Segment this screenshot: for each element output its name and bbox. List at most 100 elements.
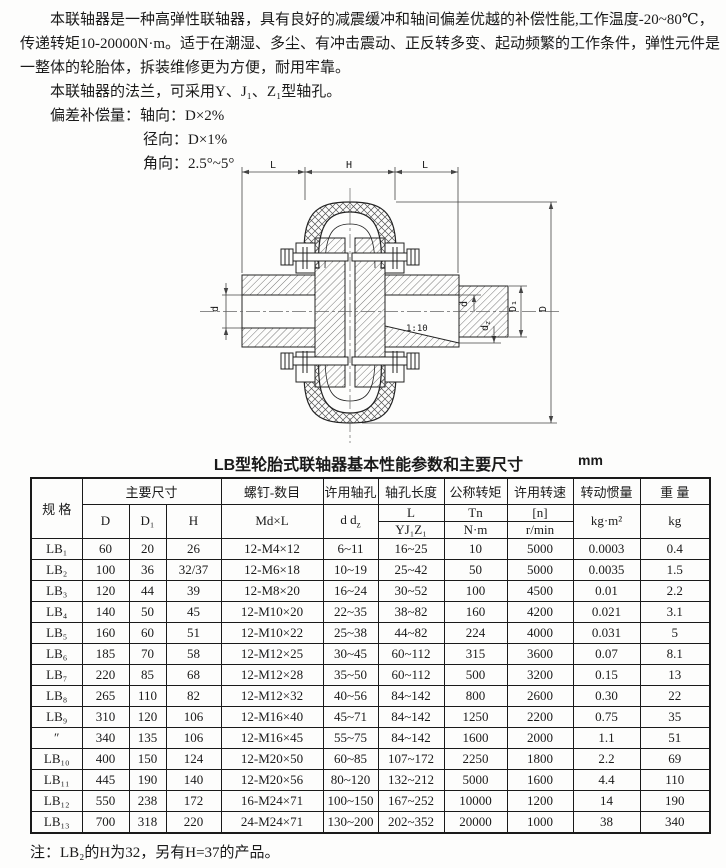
table-title: LB型轮胎式联轴器基本性能参数和主要尺寸 <box>213 457 524 474</box>
table-cell: 4500 <box>506 579 574 602</box>
table-cell: 185 <box>81 642 130 665</box>
center-lines <box>200 188 560 443</box>
dim-label-h: H <box>346 160 352 171</box>
table-cell: 6~11 <box>322 537 379 560</box>
table-cell: 22 <box>639 684 711 707</box>
table-cell: 220 <box>165 810 222 833</box>
table-cell: 50 <box>443 558 508 581</box>
table-cell: 1600 <box>443 726 508 749</box>
table-cell: 35~50 <box>322 663 379 686</box>
table-cell: 1600 <box>506 768 574 791</box>
table-cell: 45 <box>165 600 222 623</box>
table-cell: LB₁₀ <box>30 747 83 770</box>
table-cell: 30~52 <box>377 579 445 602</box>
table-cell: 190 <box>639 789 711 812</box>
table-cell: 238 <box>128 789 167 812</box>
table-cell: 40~56 <box>322 684 379 707</box>
table-unit: mm <box>578 452 603 468</box>
table-cell: 1250 <box>443 705 508 728</box>
table-cell: 130~200 <box>322 810 379 833</box>
table-cell: 12-M6×18 <box>220 558 324 581</box>
table-cell: 0.75 <box>572 705 641 728</box>
table-cell: 120 <box>81 579 130 602</box>
taper-label: 1:10 <box>406 324 428 334</box>
table-cell: 10 <box>443 537 508 560</box>
table-cell: 26 <box>165 537 222 560</box>
header-speed-unit: r/min <box>506 520 574 539</box>
table-cell: 100 <box>81 558 130 581</box>
table-cell: 12-M20×50 <box>220 747 324 770</box>
table-cell: 68 <box>165 663 222 686</box>
table-cell: 12-M4×12 <box>220 537 324 560</box>
table-cell: 24-M24×71 <box>220 810 324 833</box>
table-cell: 85 <box>128 663 167 686</box>
table-cell: 1.1 <box>572 726 641 749</box>
table-cell: LB₈ <box>30 684 83 707</box>
table-cell: 3600 <box>506 642 574 665</box>
table-cell: 140 <box>165 768 222 791</box>
table-cell: 60~112 <box>377 642 445 665</box>
table-cell: 22~35 <box>322 600 379 623</box>
table-cell: 51 <box>165 621 222 644</box>
table-cell: 160 <box>81 621 130 644</box>
header-bore-len-yjz: YJ₁Z₁ <box>377 520 445 539</box>
table-cell: LB₇ <box>30 663 83 686</box>
intro-line: 本联轴器的法兰，可采用Y、J₁、Z₁型轴孔。 <box>50 84 342 100</box>
table-cell: 106 <box>165 726 222 749</box>
table-row: ″ 340 135 106 12-M16×45 55~75 84~142 1600 2000 1.… <box>30 726 711 749</box>
table-cell: 100~150 <box>322 789 379 812</box>
table-cell: 45~71 <box>322 705 379 728</box>
bolts <box>280 247 420 373</box>
table-cell: 39 <box>165 579 222 602</box>
header-bore-len: 轴孔长度 <box>377 477 445 505</box>
table-row: LB₁ 60 20 26 12-M4×12 6~11 16~25 10 5000 0.0003 0.… <box>30 537 711 560</box>
dim-label-d-right: d <box>459 301 470 307</box>
table-row: LB₄ 140 50 45 12-M10×20 22~35 38~82 160 4200 0.02… <box>30 600 711 623</box>
table-cell: LB₃ <box>30 579 83 602</box>
table-cell: 44~82 <box>377 621 445 644</box>
table-cell: 700 <box>81 810 130 833</box>
table-cell: 38 <box>572 810 641 833</box>
intro-text: 本联轴器是一种高弹性联轴器，具有良好的减震缓冲和轴间偏差优越的补偿性能,工作温度… <box>20 8 722 176</box>
table-row: LB₅ 160 60 51 12-M10×22 25~38 44~82 224 4000 0.03… <box>30 621 711 644</box>
table-cell: 84~142 <box>377 705 445 728</box>
table-row: LB₂ 100 36 32/37 12-M6×18 10~19 25~42 50 5000 0.0… <box>30 558 711 581</box>
table-row: LB₉ 310 120 106 12-M16×40 45~71 84~142 1250 2200… <box>30 705 711 728</box>
table-cell: LB₁₃ <box>30 810 83 833</box>
table-cell: 12-M10×20 <box>220 600 324 623</box>
header-inertia: 转动惯量 <box>572 477 641 505</box>
table-body: LB₁ 60 20 26 12-M4×12 6~11 16~25 10 5000 0.0003 0.… <box>30 537 711 833</box>
table-cell: 4200 <box>506 600 574 623</box>
table-cell: 69 <box>639 747 711 770</box>
coupling-drawing: L H L d d dz D₁ D 1:10 <box>200 160 560 443</box>
table-cell: 220 <box>81 663 130 686</box>
table-cell: 14 <box>572 789 641 812</box>
footnote: 注：LB₂的H为32，另有H=37的产品。 <box>30 845 280 861</box>
table-row: LB₁₃ 700 318 220 24-M24×71 130~200 202~352 2000… <box>30 810 711 833</box>
table-cell: 0.30 <box>572 684 641 707</box>
table-cell: 0.4 <box>639 537 711 560</box>
intro-line: 一整体的轮胎体，拆装维修更为方便，耐用牢靠。 <box>20 60 351 76</box>
table-cell: LB₁₂ <box>30 789 83 812</box>
table-cell: 84~142 <box>377 726 445 749</box>
table-cell: 106 <box>165 705 222 728</box>
table-cell: 50 <box>128 600 167 623</box>
table-cell: 44 <box>128 579 167 602</box>
table-cell: 0.0003 <box>572 537 641 560</box>
table-header: 规 格 主要尺寸 螺钉-数目 许用轴孔 轴孔长度 公称转矩 许用转速 转动惯量 … <box>30 477 711 539</box>
table-cell: 0.07 <box>572 642 641 665</box>
table-cell: 12-M12×28 <box>220 663 324 686</box>
table-cell: 12-M20×56 <box>220 768 324 791</box>
table-cell: 60 <box>81 537 130 560</box>
table-row: LB₇ 220 85 68 12-M12×28 35~50 60~112 500 3200 0.1… <box>30 663 711 686</box>
table-cell: 2.2 <box>639 579 711 602</box>
dim-label-d1: D₁ <box>508 300 519 312</box>
table-cell: 2000 <box>506 726 574 749</box>
table-row: LB₃ 120 44 39 12-M8×20 16~24 30~52 100 4500 0.01 2… <box>30 579 711 602</box>
header-weight-unit: kg <box>639 503 711 539</box>
table-cell: 82 <box>165 684 222 707</box>
table-cell: 0.021 <box>572 600 641 623</box>
header-screws: 螺钉-数目 <box>220 477 324 505</box>
table-cell: 60~112 <box>377 663 445 686</box>
table-cell: 318 <box>128 810 167 833</box>
